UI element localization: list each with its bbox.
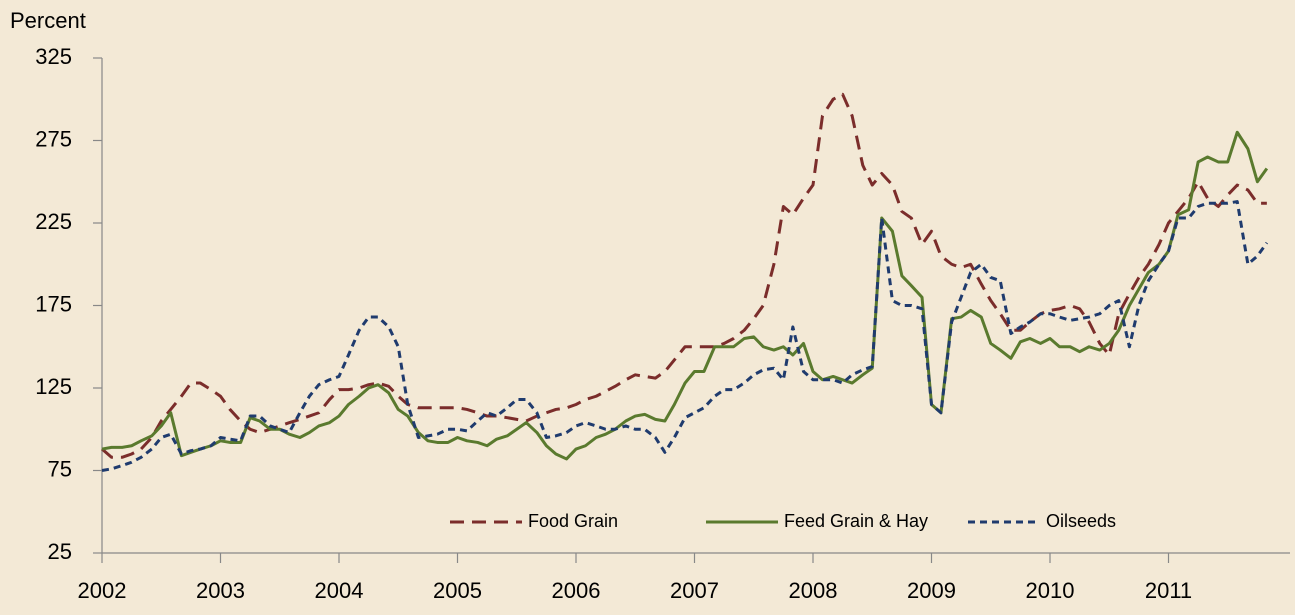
series-line — [101, 130, 1269, 461]
y-tick-label: 225 — [35, 209, 72, 234]
x-tick-label: 2009 — [907, 578, 956, 603]
x-tick-label: 2005 — [433, 578, 482, 603]
legend-label: Feed Grain & Hay — [784, 511, 928, 531]
x-tick-label: 2004 — [315, 578, 364, 603]
series-line — [101, 200, 1269, 472]
y-tick-label: 25 — [48, 539, 72, 564]
x-tick-label: 2002 — [78, 578, 127, 603]
y-tick-label: 75 — [48, 456, 72, 481]
x-tick-label: 2011 — [1145, 578, 1192, 603]
y-tick-label: 325 — [35, 44, 72, 69]
series-line — [101, 92, 1267, 459]
y-tick-label: 275 — [35, 126, 72, 151]
y-tick-label: 175 — [35, 291, 72, 316]
x-tick-label: 2003 — [196, 578, 245, 603]
x-tick-label: 2010 — [1026, 578, 1075, 603]
x-tick-label: 2008 — [789, 578, 838, 603]
x-tick-label: 2006 — [552, 578, 601, 603]
legend-label: Food Grain — [528, 511, 618, 531]
y-axis-label: Percent — [10, 8, 86, 33]
legend-label: Oilseeds — [1046, 511, 1116, 531]
x-tick-label: 2007 — [670, 578, 719, 603]
y-tick-label: 125 — [35, 374, 72, 399]
